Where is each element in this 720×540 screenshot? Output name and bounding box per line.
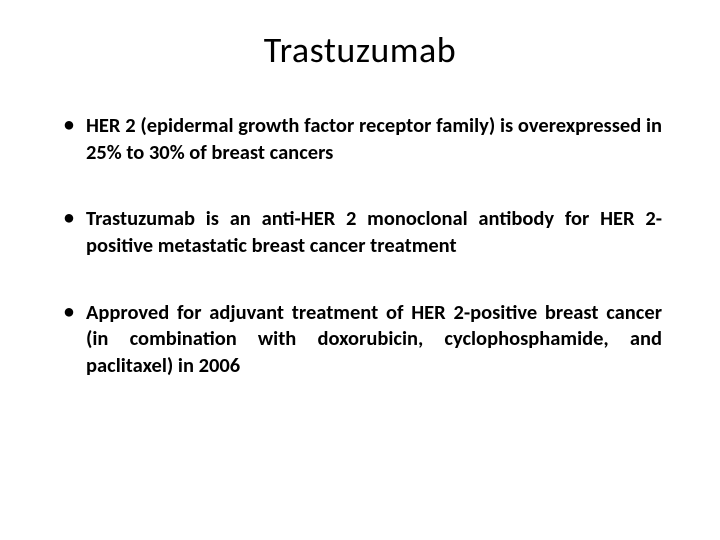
- slide-container: Trastuzumab HER 2 (epidermal growth fact…: [0, 0, 720, 540]
- bullet-item: HER 2 (epidermal growth factor receptor …: [58, 112, 662, 165]
- slide-title: Trastuzumab: [58, 28, 662, 72]
- bullet-item: Approved for adjuvant treatment of HER 2…: [58, 299, 662, 379]
- bullet-list: HER 2 (epidermal growth factor receptor …: [58, 112, 662, 378]
- bullet-item: Trastuzumab is an anti-HER 2 monoclonal …: [58, 205, 662, 258]
- bullet-text: Approved for adjuvant treatment of HER 2…: [86, 299, 662, 378]
- bullet-text: Trastuzumab is an anti-HER 2 monoclonal …: [86, 205, 662, 258]
- bullet-text: HER 2 (epidermal growth factor receptor …: [86, 112, 662, 165]
